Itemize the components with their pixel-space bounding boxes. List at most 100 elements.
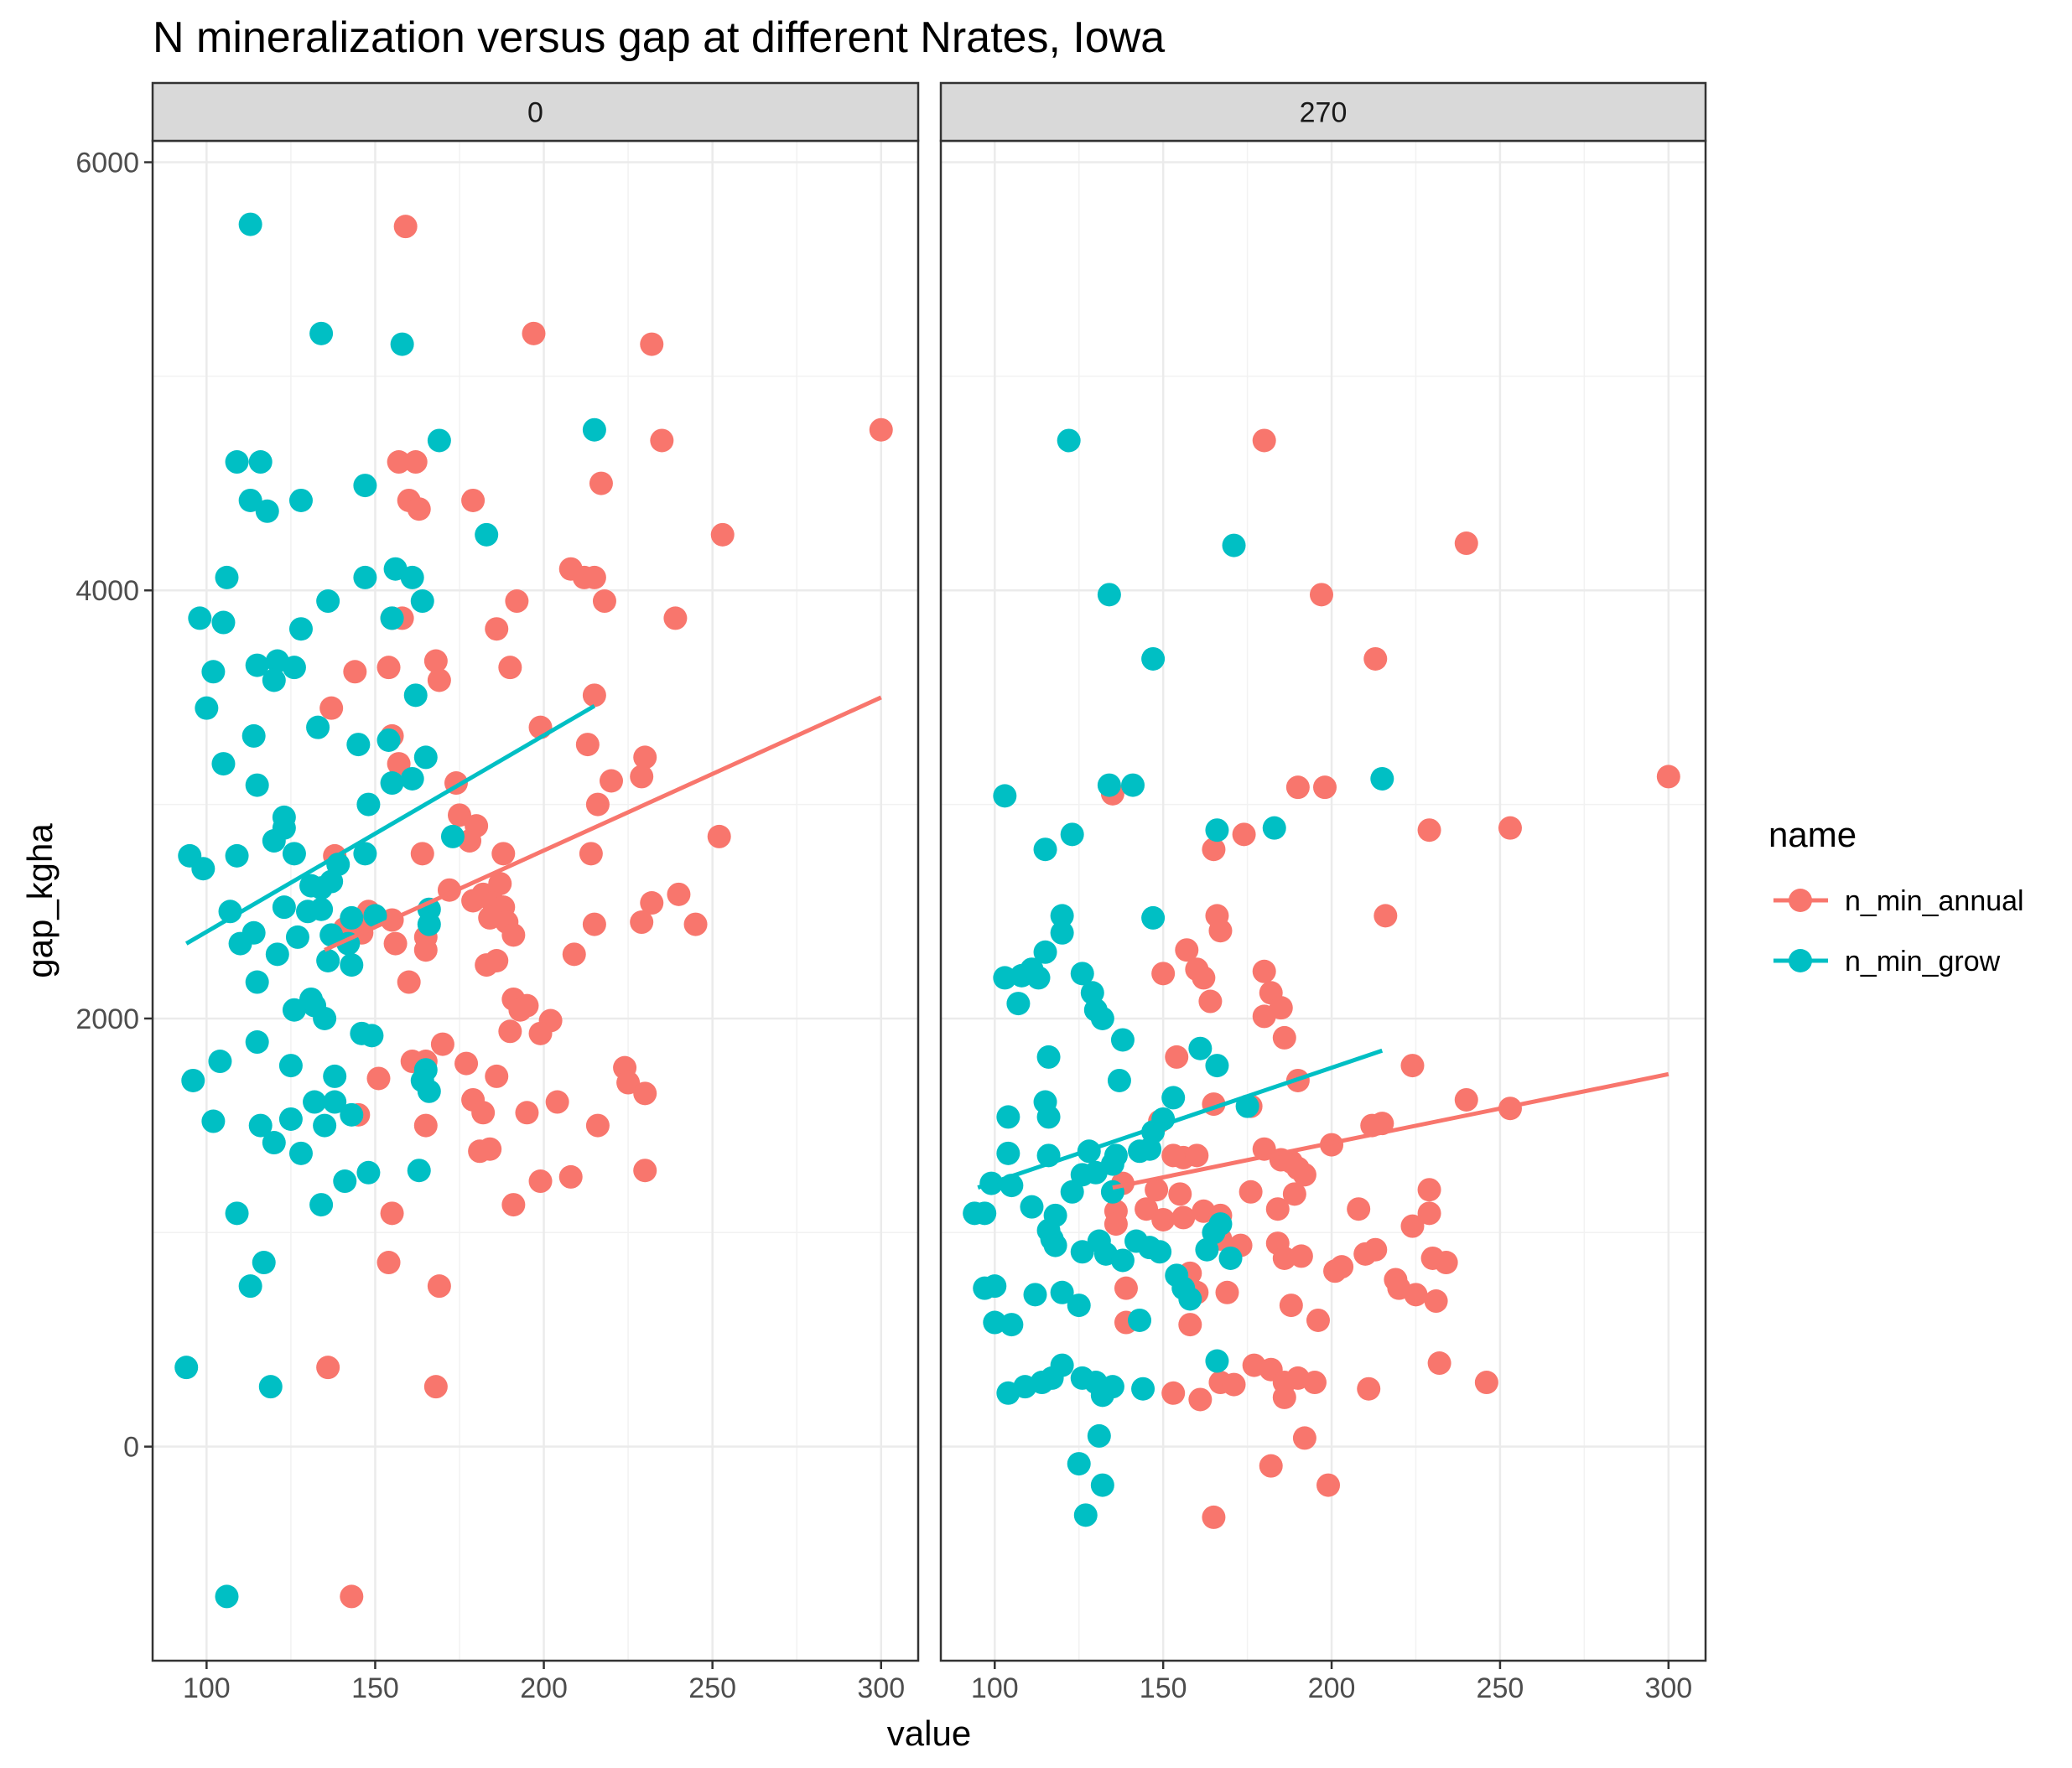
data-point-n-min-annual	[1202, 1505, 1226, 1529]
data-point-n-min-annual	[1151, 962, 1176, 986]
data-point-n-min-grow	[403, 683, 428, 708]
legend-key-point	[1789, 889, 1812, 912]
data-point-n-min-annual	[1198, 989, 1223, 1014]
data-point-n-min-grow	[1205, 818, 1229, 843]
data-point-n-min-grow	[1128, 1139, 1152, 1164]
data-point-n-min-annual	[501, 1193, 526, 1217]
data-point-n-min-grow	[1050, 1353, 1074, 1377]
data-point-n-min-grow	[1128, 1308, 1152, 1332]
data-point-n-min-grow	[195, 696, 219, 720]
data-point-n-min-annual	[1454, 1087, 1478, 1112]
data-point-n-min-grow	[288, 1141, 313, 1165]
legend: name n_min_annual n_min_grow	[1768, 815, 2024, 977]
data-point-n-min-annual	[397, 970, 421, 994]
data-point-n-min-grow	[983, 1274, 1007, 1299]
trend-line-n-min-grow	[977, 1048, 1384, 1190]
data-point-n-min-grow	[225, 450, 249, 474]
data-point-n-min-grow	[353, 474, 377, 498]
data-point-n-min-annual	[1208, 919, 1233, 943]
data-point-n-min-annual	[485, 948, 509, 972]
data-point-n-min-grow	[278, 1107, 303, 1131]
data-point-n-min-annual	[1474, 1371, 1498, 1395]
data-point-n-min-annual	[430, 1032, 454, 1056]
trend-line-n-min-annual	[324, 695, 882, 952]
data-point-n-min-annual	[1347, 1197, 1371, 1221]
data-point-n-min-grow	[211, 752, 236, 776]
data-point-n-min-annual	[1434, 1251, 1458, 1275]
data-point-n-min-grow	[993, 784, 1017, 808]
data-point-n-min-annual	[585, 1113, 610, 1138]
data-point-n-min-annual	[1252, 959, 1276, 983]
data-point-n-min-annual	[448, 803, 472, 827]
data-point-n-min-annual	[1104, 1212, 1128, 1237]
data-point-n-min-grow	[1178, 1287, 1202, 1311]
data-point-n-min-grow	[353, 565, 377, 589]
data-point-n-min-grow	[174, 1356, 199, 1380]
data-point-n-min-grow	[356, 1160, 381, 1185]
data-point-n-min-annual	[380, 1201, 404, 1226]
data-point-n-min-grow	[245, 1030, 269, 1055]
data-point-n-min-grow	[245, 773, 269, 797]
data-point-n-min-grow	[215, 1584, 239, 1609]
data-point-n-min-annual	[640, 332, 664, 356]
data-point-n-min-annual	[1400, 1054, 1425, 1078]
data-point-n-min-grow	[255, 499, 279, 523]
x-tick-label: 300	[1644, 1672, 1692, 1704]
data-point-n-min-annual	[663, 606, 688, 630]
data-point-n-min-grow	[1026, 966, 1051, 990]
data-point-n-min-grow	[248, 450, 273, 474]
data-point-n-min-grow	[1370, 766, 1394, 791]
data-point-n-min-grow	[306, 715, 330, 739]
data-point-n-min-grow	[238, 1274, 262, 1299]
data-point-n-min-grow	[1043, 1233, 1067, 1257]
data-point-n-min-annual	[319, 696, 344, 720]
y-tick-label: 6000	[75, 148, 139, 179]
data-point-n-min-annual	[423, 1375, 448, 1399]
data-point-n-min-grow	[1050, 1280, 1074, 1304]
data-point-n-min-annual	[869, 417, 893, 442]
data-point-n-min-grow	[272, 895, 296, 920]
data-point-n-min-grow	[241, 920, 266, 945]
data-point-n-min-grow	[262, 668, 286, 692]
data-point-n-min-annual	[393, 215, 418, 239]
data-point-n-min-annual	[650, 428, 674, 453]
data-point-n-min-annual	[461, 488, 486, 512]
data-point-n-min-grow	[319, 869, 344, 894]
legend-label: n_min_grow	[1845, 946, 2001, 977]
data-point-n-min-annual	[1161, 1381, 1186, 1405]
data-point-n-min-grow	[282, 656, 306, 680]
data-point-n-min-grow	[1121, 773, 1145, 797]
data-point-n-min-grow	[1070, 1163, 1094, 1187]
data-point-n-min-grow	[346, 733, 371, 757]
data-point-n-min-annual	[454, 1051, 479, 1076]
legend-entry: n_min_annual	[1773, 885, 2024, 917]
data-point-n-min-grow	[262, 1131, 286, 1155]
data-point-n-min-annual	[1215, 1280, 1239, 1304]
data-point-n-min-grow	[245, 653, 269, 677]
data-point-n-min-annual	[1168, 1182, 1192, 1206]
data-point-n-min-annual	[468, 1139, 492, 1164]
data-point-n-min-annual	[410, 842, 434, 866]
data-point-n-min-annual	[575, 733, 600, 757]
data-point-n-min-grow	[1060, 1180, 1084, 1204]
data-point-n-min-grow	[973, 1201, 997, 1226]
data-point-n-min-grow	[582, 417, 606, 442]
data-point-n-min-grow	[285, 925, 309, 949]
x-tick-label: 150	[351, 1672, 399, 1704]
data-point-n-min-grow	[417, 1079, 441, 1103]
data-point-n-min-annual	[1306, 1308, 1330, 1332]
chart-title: N mineralization versus gap at different…	[153, 13, 1165, 62]
data-point-n-min-grow	[316, 589, 340, 614]
data-point-n-min-annual	[407, 497, 431, 521]
data-point-n-min-grow	[1067, 1294, 1091, 1318]
data-point-n-min-annual	[1363, 646, 1388, 671]
data-point-n-min-annual	[558, 1164, 583, 1189]
facet-panel: 270 100 150 200 250 300	[939, 81, 1707, 1704]
data-point-n-min-annual	[630, 910, 654, 935]
data-point-n-min-grow	[440, 824, 465, 848]
data-point-n-min-annual	[1424, 1289, 1448, 1314]
data-point-n-min-annual	[343, 660, 367, 684]
data-point-n-min-grow	[241, 723, 266, 748]
panel-background	[941, 141, 1706, 1661]
data-point-n-min-grow	[356, 792, 381, 817]
